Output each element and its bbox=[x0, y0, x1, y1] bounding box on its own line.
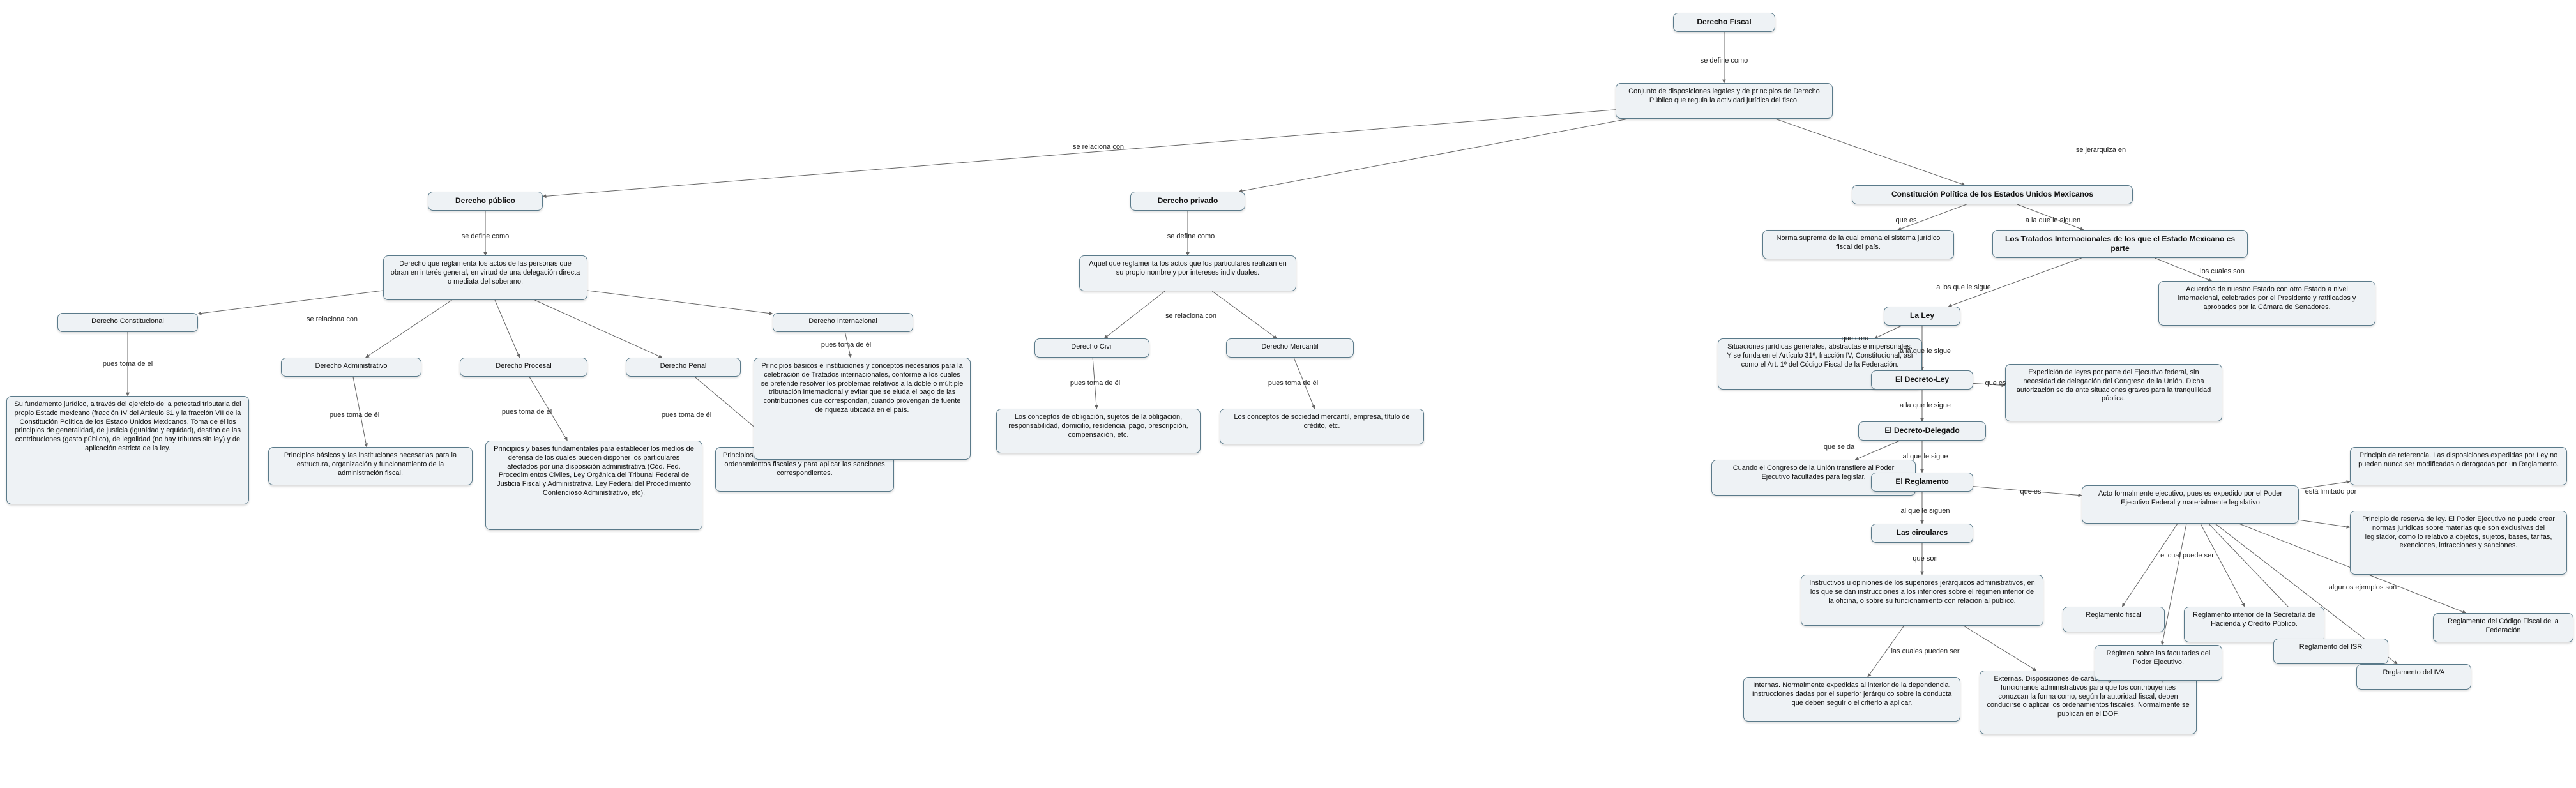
node-dint: Derecho Internacional bbox=[773, 313, 913, 332]
edge-label-regl-regl_d: que es bbox=[2020, 488, 2041, 496]
edge-label-dconst-dconst_d: pues toma de él bbox=[103, 360, 153, 368]
node-risr: Reglamento del ISR bbox=[2273, 639, 2388, 664]
node-decdel: El Decreto-Delegado bbox=[1858, 421, 1986, 441]
node-dpenal: Derecho Penal bbox=[626, 358, 741, 377]
edge-def-cpol bbox=[1775, 119, 1965, 185]
edge-label-dadmin-dadmin_d: pues toma de él bbox=[330, 411, 379, 419]
edge-label-ley-ley_d: que crea bbox=[1842, 335, 1869, 342]
edge-circ_d-circ_ext bbox=[1964, 626, 2036, 671]
node-dmerc_d: Los conceptos de sociedad mercantil, emp… bbox=[1220, 409, 1424, 444]
node-dadmin_d: Principios básicos y las instituciones n… bbox=[268, 447, 473, 485]
node-def: Conjunto de disposiciones legales y de p… bbox=[1616, 83, 1833, 119]
edge-def-dpub bbox=[543, 110, 1616, 197]
edge-dpubdef-dint bbox=[587, 291, 773, 314]
node-rshcp: Reglamento interior de la Secretaría de … bbox=[2184, 607, 2324, 642]
edge-dpubdef-dadmin bbox=[366, 300, 452, 358]
node-decley_d: Expedición de leyes por parte del Ejecut… bbox=[2005, 364, 2222, 421]
edge-dprivdef-dmerc bbox=[1212, 291, 1277, 338]
node-pref: Principio de referencia. Las disposicion… bbox=[2350, 447, 2567, 485]
edge-ley-ley_d bbox=[1874, 326, 1902, 338]
edge-label-dpubdef-dconst: se relaciona con bbox=[307, 315, 358, 323]
edge-label-dmerc-dmerc_d: pues toma de él bbox=[1268, 379, 1318, 387]
edge-label-regl_d-risr: algunos ejemplos son bbox=[2329, 584, 2397, 591]
edge-label-decdel-regl: al que le sigue bbox=[1903, 453, 1948, 460]
node-riva: Reglamento del IVA bbox=[2356, 664, 2471, 690]
node-decley: El Decreto-Ley bbox=[1871, 370, 1973, 390]
edge-label-regl_d-rfisc: el cual puede ser bbox=[2160, 552, 2214, 559]
edge-regl_d-rshcp bbox=[2201, 524, 2245, 607]
edge-trat-ley bbox=[1948, 258, 2081, 307]
edge-label-decley-decdel: a la que le sigue bbox=[1900, 402, 1951, 409]
edge-dpubdef-dproc bbox=[495, 300, 520, 358]
node-rcff: Reglamento del Código Fiscal de la Feder… bbox=[2433, 613, 2573, 642]
node-circ_int: Internas. Normalmente expedidas al inter… bbox=[1743, 677, 1960, 722]
edge-label-dpenal-dpenal_d: pues toma de él bbox=[662, 411, 711, 419]
edge-label-decley-decley_d: que es bbox=[1985, 379, 2006, 387]
node-dpub: Derecho público bbox=[428, 192, 543, 211]
edge-label-dint-dint_d: pues toma de él bbox=[821, 341, 871, 349]
node-rfacpe: Régimen sobre las facultades del Poder E… bbox=[2095, 645, 2222, 681]
node-trat: Los Tratados Internacionales de los que … bbox=[1992, 230, 2248, 258]
node-ley: La Ley bbox=[1884, 307, 1960, 326]
edge-label-def-cpol: se jerarquiza en bbox=[2076, 146, 2126, 154]
node-dproc: Derecho Procesal bbox=[460, 358, 587, 377]
node-dcivil: Derecho Civil bbox=[1034, 338, 1149, 358]
node-pres: Principio de reserva de ley. El Poder Ej… bbox=[2350, 511, 2567, 575]
node-dconst: Derecho Constitucional bbox=[57, 313, 198, 332]
node-rfisc: Reglamento fiscal bbox=[2063, 607, 2165, 632]
edge-decdel-decdel_d bbox=[1855, 441, 1900, 460]
edge-label-circ-circ_d: que son bbox=[1913, 555, 1937, 563]
edge-label-dprivdef-dcivil: se relaciona con bbox=[1165, 312, 1216, 320]
node-dpubdef: Derecho que reglamenta los actos de las … bbox=[383, 255, 587, 300]
edge-label-regl-circ: al que le siguen bbox=[1900, 507, 1950, 515]
edge-dprivdef-dcivil bbox=[1104, 291, 1165, 338]
node-dcivil_d: Los conceptos de obligación, sujetos de … bbox=[996, 409, 1201, 453]
node-dproc_d: Principios y bases fundamentales para es… bbox=[485, 441, 702, 530]
node-cpol: Constitución Política de los Estados Uni… bbox=[1852, 185, 2133, 204]
node-dprivdef: Aquel que reglamenta los actos que los p… bbox=[1079, 255, 1296, 291]
edge-label-dpriv-dprivdef: se define como bbox=[1167, 232, 1215, 240]
edge-label-root-def: se define como bbox=[1701, 57, 1748, 64]
edge-label-trat-trat_d: los cuales son bbox=[2200, 268, 2245, 275]
node-dint_d: Principios básicos e instituciones y con… bbox=[754, 358, 971, 460]
edge-label-dpub-dpubdef: se define como bbox=[462, 232, 510, 240]
edge-label-dproc-dproc_d: pues toma de él bbox=[502, 408, 552, 416]
node-dconst_d: Su fundamento jurídico, a través del eje… bbox=[6, 396, 249, 504]
edge-label-cpol-trat: a la que le siguen bbox=[2026, 216, 2080, 224]
node-trat_d: Acuerdos de nuestro Estado con otro Esta… bbox=[2158, 281, 2375, 326]
node-dpriv: Derecho privado bbox=[1130, 192, 1245, 211]
node-cpol_d: Norma suprema de la cual emana el sistem… bbox=[1762, 230, 1954, 259]
node-regl: El Reglamento bbox=[1871, 473, 1973, 492]
edge-regl_d-pres bbox=[2299, 520, 2350, 527]
node-dadmin: Derecho Administrativo bbox=[281, 358, 421, 377]
edge-label-ley-decley: a la que le sigue bbox=[1900, 347, 1951, 355]
edge-regl_d-rfacpe bbox=[2162, 524, 2186, 645]
node-circ: Las circulares bbox=[1871, 524, 1973, 543]
node-dmerc: Derecho Mercantil bbox=[1226, 338, 1354, 358]
edge-label-dcivil-dcivil_d: pues toma de él bbox=[1070, 379, 1120, 387]
edge-def-dpriv bbox=[1239, 119, 1628, 192]
node-root: Derecho Fiscal bbox=[1673, 13, 1775, 32]
edge-regl_d-rfisc bbox=[2122, 524, 2178, 607]
node-regl_d: Acto formalmente ejecutivo, pues es expe… bbox=[2082, 485, 2299, 524]
edge-label-cpol-cpol_d: que es bbox=[1895, 216, 1916, 224]
edge-dpubdef-dpenal bbox=[535, 300, 662, 358]
edge-label-circ_d-circ_int: las cuales pueden ser bbox=[1891, 648, 1959, 655]
node-circ_d: Instructivos u opiniones de los superior… bbox=[1801, 575, 2043, 626]
edge-label-def-dpub: se relaciona con bbox=[1073, 143, 1124, 151]
edge-label-decdel-decdel_d: que se da bbox=[1824, 443, 1854, 451]
edge-label-regl_d-pref: está limitado por bbox=[2305, 488, 2357, 496]
edge-label-trat-ley: a los que le sigue bbox=[1936, 284, 1991, 291]
edge-dpubdef-dconst bbox=[198, 291, 383, 314]
